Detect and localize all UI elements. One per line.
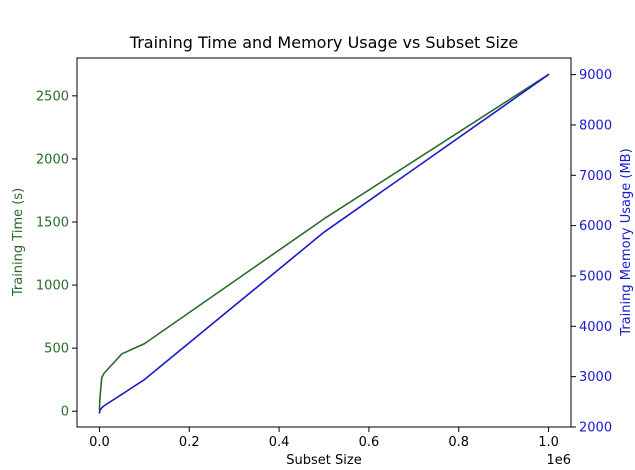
y-left-tick-label: 0 xyxy=(61,405,69,420)
chart-title: Training Time and Memory Usage vs Subset… xyxy=(129,33,518,52)
x-tick-label: 0.4 xyxy=(269,435,290,450)
x-tick-label: 0.2 xyxy=(179,435,200,450)
y-right-tick-label: 3000 xyxy=(579,370,612,385)
plot-frame xyxy=(76,57,572,428)
y-right-tick-label: 4000 xyxy=(579,320,612,335)
y-axis-right: 2000 3000 4000 5000 6000 7000 8000 9000 xyxy=(571,68,612,436)
y-left-tick-label: 2500 xyxy=(36,89,69,104)
x-axis-offset-label: 1e6 xyxy=(546,453,571,468)
y-right-tick-label: 6000 xyxy=(579,219,612,234)
x-tick-label: 0.8 xyxy=(448,435,469,450)
x-tick-label: 1.0 xyxy=(538,435,559,450)
series-layer xyxy=(98,73,550,414)
y-axis-left: 0 500 1000 1500 2000 2500 xyxy=(36,89,77,420)
y-right-tick-label: 7000 xyxy=(579,169,612,184)
y-left-tick-label: 1000 xyxy=(36,279,69,294)
x-tick-label: 0.0 xyxy=(89,435,110,450)
y-axis-left-label: Training Time (s) xyxy=(11,188,26,297)
y-axis-right-label: Training Memory Usage (MB) xyxy=(619,148,634,336)
memory-usage-line xyxy=(98,73,550,414)
y-left-tick-label: 1500 xyxy=(36,216,69,231)
y-right-tick-label: 5000 xyxy=(579,269,612,284)
y-right-tick-label: 9000 xyxy=(579,68,612,83)
y-left-tick-label: 2000 xyxy=(36,152,69,167)
y-right-tick-label: 8000 xyxy=(579,118,612,133)
x-tick-label: 0.6 xyxy=(359,435,380,450)
y-left-tick-label: 500 xyxy=(44,342,69,357)
x-axis: 0.0 0.2 0.4 0.6 0.8 1.0 xyxy=(89,427,559,450)
training-time-line xyxy=(98,73,550,411)
y-right-tick-label: 2000 xyxy=(579,421,612,436)
x-axis-label: Subset Size xyxy=(286,453,361,468)
